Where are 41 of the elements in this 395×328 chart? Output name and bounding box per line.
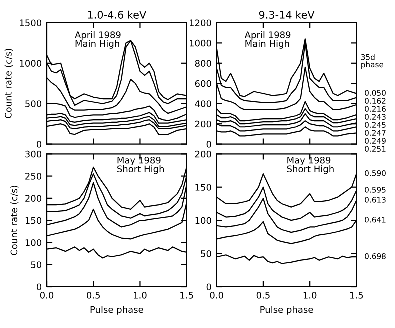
y-tick-label: 200 (195, 120, 212, 128)
y-tick-label: 0 (206, 284, 212, 291)
x-tick-label: 1.0 (304, 292, 317, 299)
x-tick-label: 1.5 (350, 292, 364, 299)
y-axis-title: Count rate (c/s) (10, 186, 19, 256)
annotation: April 1989 Main High (75, 31, 121, 49)
y-tick-label: 250 (26, 173, 42, 180)
y-tick-label: 600 (195, 80, 212, 88)
y-tick-label: 1200 (190, 20, 212, 27)
x-axis-title: Pulse phase (260, 306, 314, 315)
y-tick-label: 1000 (20, 60, 42, 67)
x-tick-label: 0.0 (40, 292, 54, 299)
y-tick-label: 100 (196, 217, 212, 224)
x-tick-label: 0.5 (256, 292, 270, 299)
y-tick-label: 0 (36, 284, 42, 291)
y-tick-label: 400 (195, 100, 212, 108)
chart-title: 9.3-14 keV (259, 10, 315, 19)
y-tick-label: 50 (201, 250, 212, 258)
annotation: May 1989 Short High (287, 156, 334, 174)
y-tick-label: 800 (195, 60, 212, 67)
y-tick-label: 100 (26, 239, 42, 246)
y-tick-label: 0 (36, 141, 42, 148)
annotation: April 1989 Main High (244, 31, 291, 49)
y-tick-label: 150 (196, 184, 212, 191)
x-tick-label: 0.5 (87, 292, 100, 299)
annotation: May 1989 Short High (118, 156, 164, 174)
y-tick-label: 1500 (20, 20, 42, 27)
x-tick-label: 1.0 (134, 292, 147, 299)
y-tick-label: 150 (26, 217, 42, 224)
y-tick-label: 0 (206, 141, 212, 148)
y-tick-label: 1000 (190, 40, 212, 47)
x-tick-label: 1.5 (180, 292, 194, 299)
chart-title: 1.0-4.6 keV (88, 10, 147, 19)
y-tick-label: 500 (26, 100, 42, 108)
y-tick-label: 200 (26, 195, 42, 202)
y-axis-title: Count rate (c/s) (4, 49, 13, 118)
y-tick-label: 300 (26, 150, 42, 158)
y-tick-label: 200 (195, 150, 212, 158)
x-axis-title: Pulse phase (90, 306, 144, 315)
y-tick-label: 50 (31, 262, 42, 268)
x-tick-label: 0.0 (210, 292, 224, 299)
